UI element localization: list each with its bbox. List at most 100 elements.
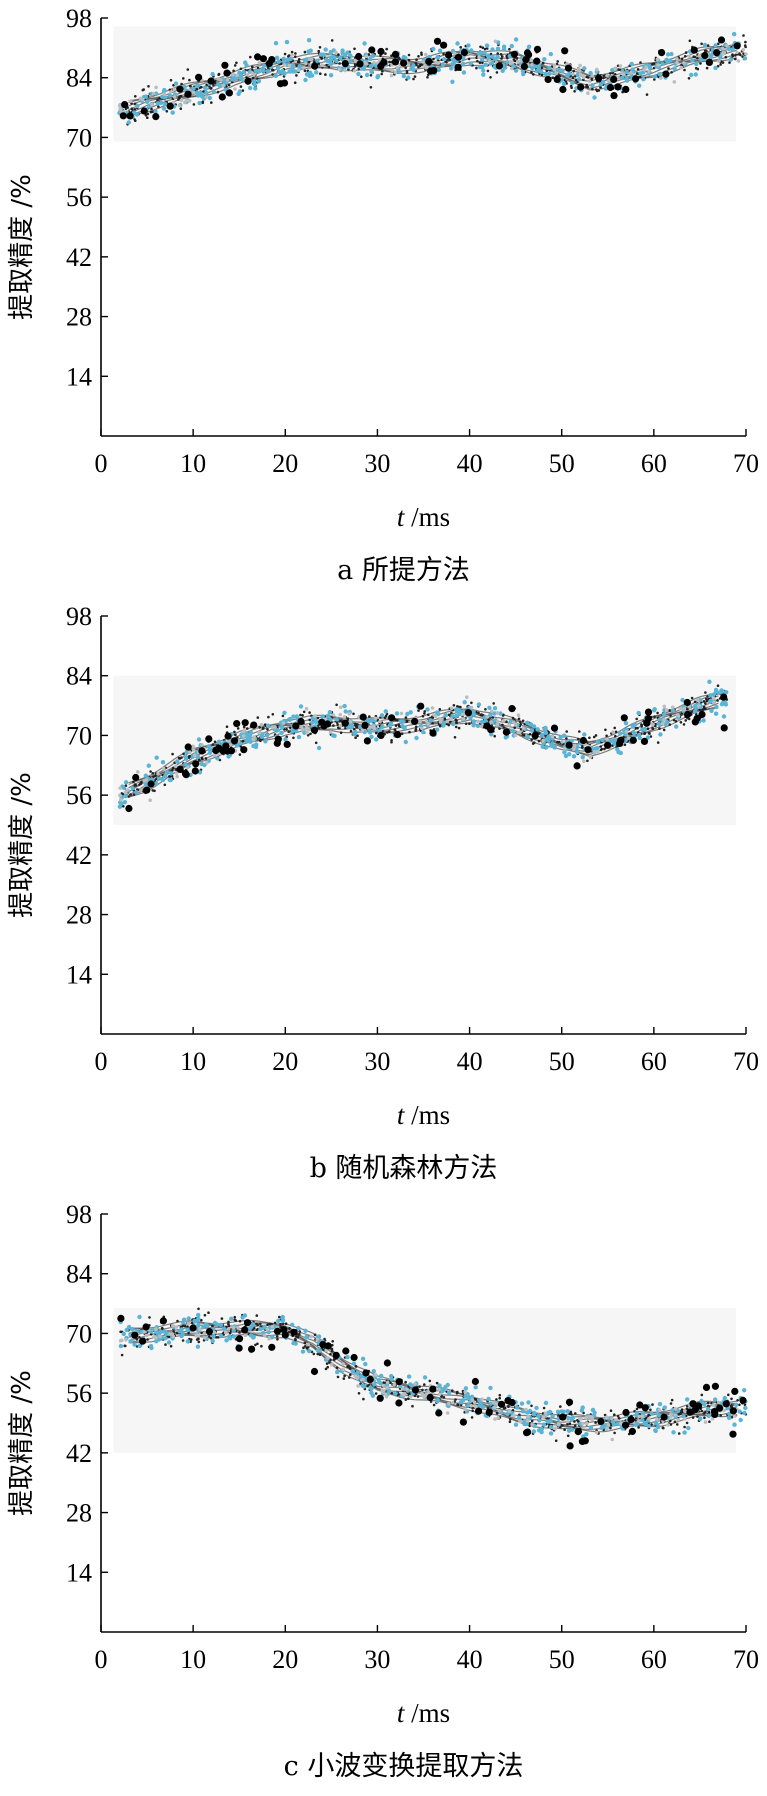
data-point-small [318, 46, 322, 49]
data-point-large [561, 47, 569, 55]
data-point-blue [671, 1430, 676, 1435]
data-point-small [495, 71, 499, 74]
data-point-small [704, 707, 707, 711]
data-point-small [569, 1410, 573, 1414]
data-point-small [165, 110, 169, 113]
data-point-large [497, 1400, 506, 1408]
data-point-blue [463, 1386, 469, 1391]
data-point-blue [478, 1401, 483, 1406]
data-point-blue [503, 735, 508, 740]
data-point-gray [530, 62, 534, 67]
data-point-large [533, 57, 541, 65]
data-point-blue [184, 749, 189, 755]
data-point-small [217, 73, 220, 76]
data-point-gray [407, 63, 411, 67]
data-point-gray [392, 1383, 397, 1387]
data-point-gray [156, 772, 160, 776]
data-point-large [739, 1396, 747, 1404]
data-point-gray [669, 1415, 673, 1419]
data-point-small [255, 1328, 259, 1332]
data-point-gray [200, 743, 204, 747]
data-point-gray [678, 706, 683, 711]
data-point-small [330, 1349, 334, 1353]
data-point-small [342, 1377, 346, 1380]
data-point-large [192, 760, 200, 768]
data-point-large [395, 1378, 403, 1386]
data-point-small [649, 1408, 652, 1412]
data-point-small [332, 724, 335, 727]
data-point-blue [146, 763, 151, 768]
data-point-small [388, 730, 391, 733]
data-point-small [356, 723, 359, 726]
data-point-blue [657, 717, 663, 722]
data-point-small [168, 1335, 171, 1339]
data-point-small [556, 60, 559, 63]
data-point-blue [210, 71, 215, 77]
data-point-blue [137, 1314, 142, 1320]
y-tick-label: 42 [66, 1439, 92, 1468]
data-point-blue [304, 1334, 309, 1339]
data-point-gray [516, 59, 520, 64]
data-point-blue [590, 1407, 596, 1413]
data-point-gray [647, 69, 651, 74]
data-point-small [157, 105, 160, 108]
data-point-blue [307, 1348, 312, 1354]
data-point-small [284, 1322, 288, 1325]
data-point-small [132, 780, 135, 784]
data-point-small [703, 49, 707, 53]
data-point-blue [196, 1312, 201, 1318]
data-point-gray [676, 1418, 680, 1422]
data-point-blue [726, 46, 732, 52]
data-point-blue [323, 47, 328, 52]
data-point-blue [307, 70, 313, 75]
data-point-blue [555, 1409, 561, 1414]
data-point-small [609, 1409, 613, 1412]
data-point-gray [741, 48, 745, 52]
data-point-blue [719, 688, 724, 693]
x-tick-label: 0 [95, 449, 108, 478]
data-point-blue [544, 744, 549, 750]
data-point-small [260, 1344, 263, 1348]
data-point-blue [262, 63, 267, 68]
data-point-small [647, 731, 651, 735]
y-tick-label: 14 [66, 960, 92, 989]
data-point-small [229, 1329, 233, 1333]
data-point-blue [420, 729, 426, 735]
data-point-blue [273, 73, 279, 79]
data-point-large [454, 63, 462, 71]
data-point-gray [136, 770, 140, 774]
data-point-small [123, 1344, 126, 1348]
data-point-small [532, 73, 535, 76]
data-point-small [336, 1375, 340, 1379]
data-point-gray [662, 718, 666, 722]
data-point-small [202, 90, 205, 93]
data-point-large [207, 77, 215, 85]
data-point-blue [548, 51, 553, 57]
data-point-small [728, 61, 731, 64]
data-point-large [259, 55, 267, 63]
data-point-gray [675, 60, 679, 65]
data-point-small [485, 47, 489, 50]
data-point-small [706, 44, 710, 47]
data-point-blue [212, 1320, 218, 1326]
data-point-blue [273, 41, 279, 46]
data-point-blue [328, 717, 333, 722]
data-point-small [147, 85, 150, 88]
data-point-gray [655, 57, 660, 61]
data-point-gray [326, 1356, 330, 1360]
x-tick-label: 50 [549, 1047, 575, 1076]
data-point-blue [434, 727, 440, 732]
y-tick-label: 28 [66, 303, 92, 332]
data-point-small [592, 735, 596, 739]
x-tick-label: 40 [457, 449, 483, 478]
data-point-large [140, 107, 148, 115]
data-point-gray [657, 1408, 662, 1412]
data-point-blue [195, 1344, 201, 1349]
data-point-large [181, 769, 189, 777]
data-point-small [210, 101, 213, 104]
data-point-blue [402, 725, 407, 731]
data-point-gray [154, 1336, 158, 1340]
data-point-small [479, 45, 482, 49]
x-tick-label: 20 [272, 449, 298, 478]
data-point-large [440, 41, 448, 49]
